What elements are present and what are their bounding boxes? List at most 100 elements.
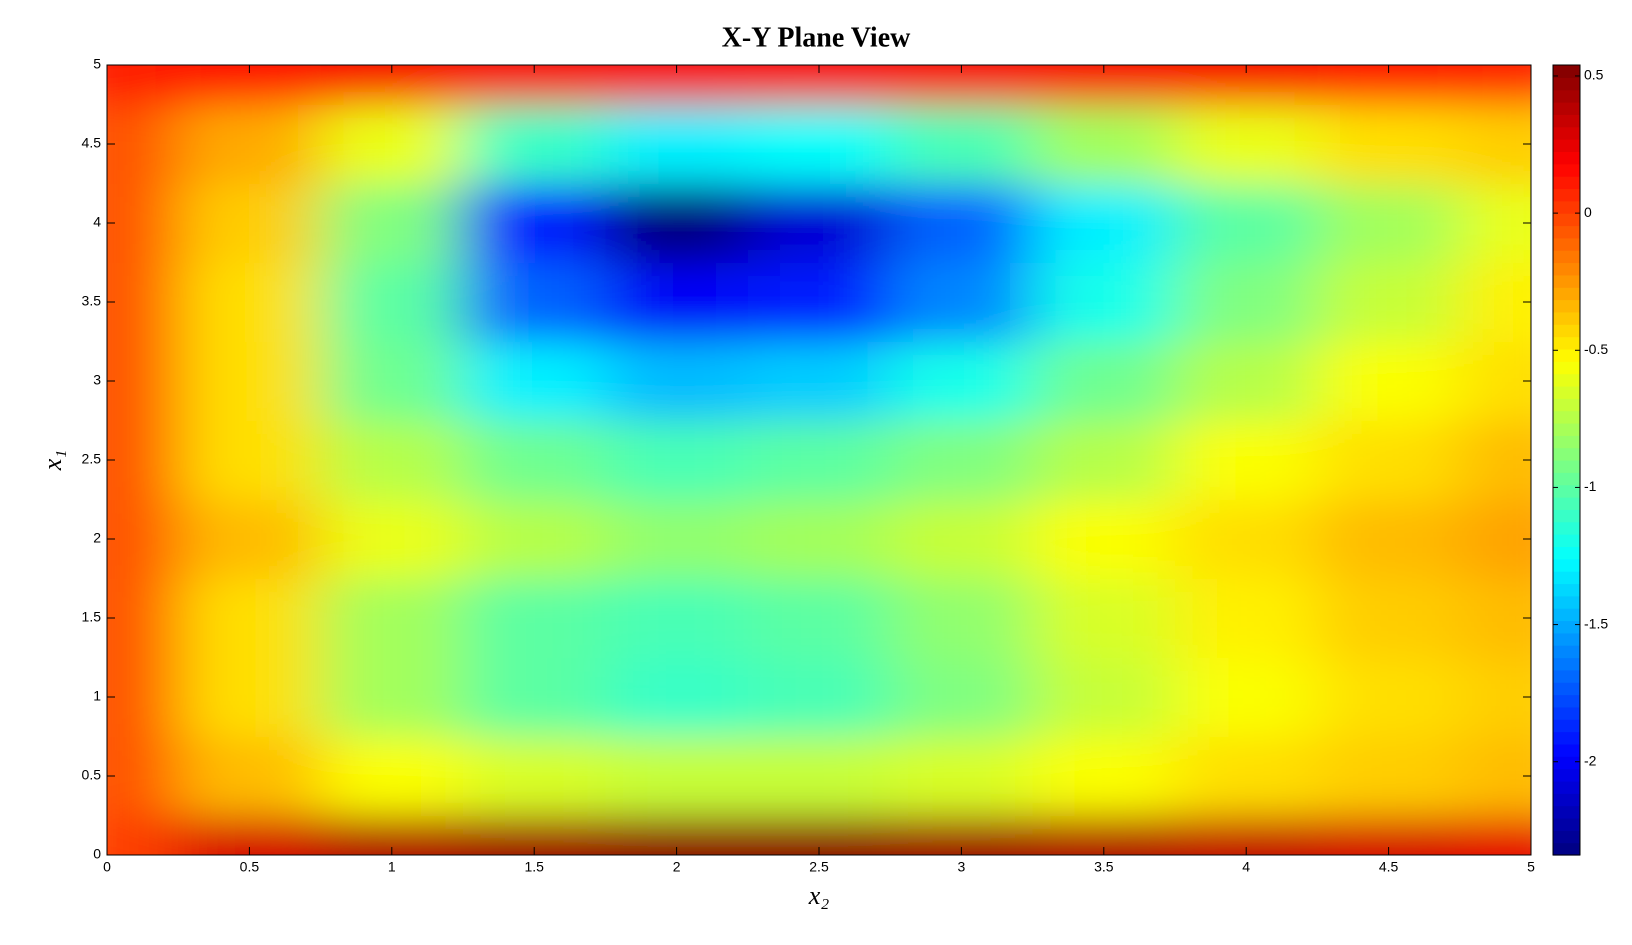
heat-cell	[178, 420, 322, 500]
heat-cell	[1175, 657, 1318, 737]
heat-cell	[1459, 657, 1531, 737]
heat-cell	[1317, 657, 1461, 737]
y-tick-label: 3.5	[82, 293, 102, 309]
heat-cell	[1032, 262, 1176, 342]
y-tick-label: 2.5	[82, 451, 102, 467]
colorbar-swatch	[1553, 768, 1580, 782]
colorbar-swatch	[1553, 299, 1580, 313]
heat-cell	[463, 499, 606, 579]
y-tick-label: 4.5	[82, 135, 102, 151]
colorbar-swatch	[1553, 225, 1580, 239]
heat-cell	[1459, 420, 1531, 500]
heat-cell	[463, 420, 606, 500]
heat-cell	[605, 183, 749, 263]
heat-cell	[1459, 262, 1531, 342]
colorbar-swatch	[1553, 817, 1580, 831]
colorbar-swatch	[1553, 435, 1580, 449]
colorbar-swatch	[1553, 237, 1580, 251]
colorbar-swatch	[1553, 398, 1580, 412]
heat-cell	[1175, 499, 1318, 579]
colorbar-swatch	[1553, 583, 1580, 597]
y-tick-label: 1	[93, 688, 101, 704]
colorbar-swatch	[1553, 89, 1580, 103]
heat-cell	[320, 578, 464, 658]
heat-cell	[107, 65, 179, 105]
heat-cell	[890, 499, 1034, 579]
x-tick-label: 4	[1242, 859, 1250, 875]
y-axis-label: x₁	[38, 450, 67, 472]
heatmap	[107, 65, 1531, 855]
colorbar-swatch	[1553, 151, 1580, 165]
heat-cell	[107, 420, 179, 500]
colorbar-swatch	[1553, 213, 1580, 227]
heat-cell	[890, 657, 1034, 737]
heat-cell	[1317, 341, 1461, 421]
heat-cell	[890, 341, 1034, 421]
x-tick-label: 1	[388, 859, 396, 875]
colorbar-swatch	[1553, 645, 1580, 659]
heat-cell	[320, 420, 464, 500]
heat-cell	[463, 104, 606, 184]
heat-cell	[1459, 499, 1531, 579]
x-axis-label: x₂	[808, 881, 830, 910]
heat-cell	[178, 499, 322, 579]
colorbar-swatch	[1553, 842, 1580, 856]
heat-cell	[107, 578, 179, 658]
colorbar-frame	[1552, 64, 1581, 856]
heat-cell	[1459, 736, 1531, 816]
colorbar-swatch	[1553, 558, 1580, 572]
x-tick-label: 2.5	[809, 859, 829, 875]
y-tick-label: 0.5	[82, 767, 102, 783]
colorbar-swatch	[1553, 756, 1580, 770]
colorbar-swatch	[1553, 595, 1580, 609]
heat-cell	[747, 420, 891, 500]
plot-area	[107, 65, 1531, 855]
heat-cell	[107, 657, 179, 737]
colorbar-swatch	[1553, 176, 1580, 190]
colorbar-swatch	[1553, 274, 1580, 288]
colorbar-swatch	[1553, 682, 1580, 696]
colorbar-swatch	[1553, 385, 1580, 399]
heat-cell	[178, 104, 322, 184]
x-tick-label: 4.5	[1379, 859, 1399, 875]
heat-cell	[1032, 578, 1176, 658]
heat-cell	[1175, 341, 1318, 421]
colorbar-swatch	[1553, 447, 1580, 461]
heat-cell	[463, 736, 606, 816]
heat-cell	[747, 262, 891, 342]
colorbar-swatch	[1553, 287, 1580, 301]
colorbar-swatch	[1553, 126, 1580, 140]
colorbar-swatch	[1553, 780, 1580, 794]
heat-cell	[1175, 65, 1318, 105]
colorbar-swatch	[1553, 102, 1580, 115]
colorbar-swatch	[1553, 805, 1580, 819]
colorbar-swatch	[1553, 743, 1580, 757]
heat-cell	[178, 657, 322, 737]
heat-cell	[107, 183, 179, 263]
x-tick-label: 0.5	[240, 859, 260, 875]
heat-cell	[1032, 736, 1176, 816]
heat-cell	[605, 657, 749, 737]
heat-cell	[320, 499, 464, 579]
x-tick-label: 3.5	[1094, 859, 1114, 875]
heat-cell	[1032, 657, 1176, 737]
colorbar-tick-label: -1.5	[1584, 615, 1608, 631]
colorbar-swatch	[1553, 620, 1580, 634]
x-tick-label: 3	[958, 859, 966, 875]
colorbar-swatch	[1553, 706, 1580, 720]
colorbar-swatch	[1553, 336, 1580, 350]
heat-cell	[1175, 183, 1318, 263]
colorbar-swatch	[1553, 361, 1580, 375]
colorbar-tick-label: 0	[1584, 204, 1592, 220]
axes: 0 0.5 1 1.5 2 2.5 3 3.5 4 4.5 5 0 0.5 1 1.5 2 2.5 3 3.5 4 4.…	[82, 56, 1609, 875]
heat-cell	[890, 736, 1034, 816]
heat-cell	[1459, 65, 1531, 105]
heat-cell	[107, 499, 179, 579]
colorbar-swatch	[1553, 694, 1580, 708]
heat-cell	[1032, 65, 1176, 105]
heat-cell	[1459, 104, 1531, 184]
colorbar-swatch	[1553, 657, 1580, 671]
chart-title: X-Y Plane View	[722, 22, 911, 53]
